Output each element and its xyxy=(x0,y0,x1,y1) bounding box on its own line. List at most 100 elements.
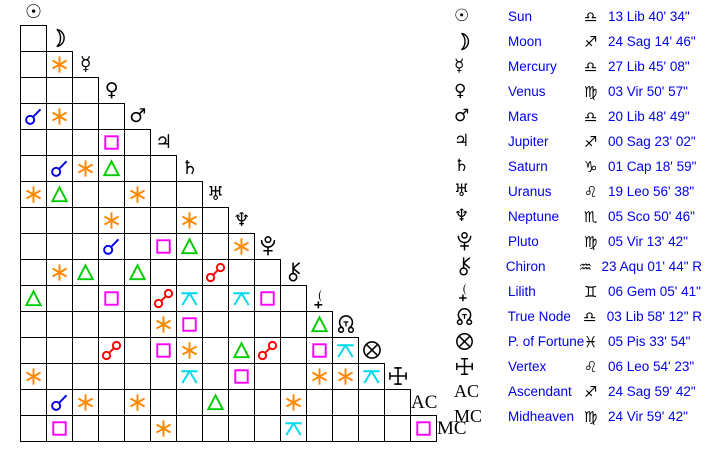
empty-cell xyxy=(333,260,359,286)
part-of-fortune-icon xyxy=(362,341,381,360)
empty-cell xyxy=(385,286,411,312)
empty-cell xyxy=(229,26,255,52)
aspect-cell-uranus-sun xyxy=(20,181,47,208)
midheaven-glyph: MC xyxy=(452,404,508,429)
grid-row-ascendant: AC xyxy=(20,389,463,416)
aspect-cell-saturn-moon xyxy=(46,155,73,182)
aspect-cell-ascendant-sun xyxy=(20,389,47,416)
aspect-cell-lilith-venus xyxy=(98,285,125,312)
aspect-cell-vertex-saturn xyxy=(176,363,203,390)
trine-icon xyxy=(206,393,225,411)
sextile-icon xyxy=(25,186,42,203)
jupiter-glyph-cell: ♃ xyxy=(151,130,177,156)
sextile-icon xyxy=(129,394,146,411)
grid-row-vertex xyxy=(20,363,463,390)
aspect-cell-midheaven-ascendant xyxy=(410,415,437,442)
aspect-cell-mars-venus xyxy=(98,103,125,130)
mercury-icon: ☿ xyxy=(79,52,92,75)
aspect-cell-jupiter-moon xyxy=(46,129,73,156)
true-node-icon xyxy=(456,308,473,326)
conjunction-icon xyxy=(25,108,42,125)
aspect-cell-lilith-chiron xyxy=(280,285,307,312)
mars-glyph-cell: ♂ xyxy=(125,104,151,130)
empty-cell xyxy=(411,156,437,182)
aspect-cell-part-of-fortune-sun xyxy=(20,337,47,364)
planet-row-moon: Moon ♐ 24 Sag 14' 46" xyxy=(452,29,702,54)
aspect-cell-neptune-saturn xyxy=(176,207,203,234)
grid-row-moon xyxy=(20,25,463,52)
grid-row-venus: ♀ xyxy=(20,77,463,104)
sextile-icon xyxy=(233,238,250,255)
quincunx-icon xyxy=(181,369,198,384)
aspect-cell-midheaven-jupiter xyxy=(150,415,177,442)
aspect-cell-vertex-neptune xyxy=(228,363,255,390)
trine-icon xyxy=(180,237,199,255)
empty-cell xyxy=(411,182,437,208)
aspect-cell-jupiter-mars xyxy=(124,129,151,156)
empty-cell xyxy=(385,234,411,260)
aspect-cell-part-of-fortune-saturn xyxy=(176,337,203,364)
sextile-icon xyxy=(181,342,198,359)
sag-sign-icon: ♐ xyxy=(584,382,598,401)
planet-row-midheaven: MC Midheaven ♍ 24 Vir 59' 42" xyxy=(452,404,702,429)
trine-icon xyxy=(102,159,121,177)
planet-row-mercury: ☿ Mercury ♎ 27 Lib 45' 08" xyxy=(452,54,702,79)
venus-glyph: ♀ xyxy=(452,79,508,104)
empty-cell xyxy=(99,52,125,78)
aspect-cell-vertex-mercury xyxy=(72,363,99,390)
empty-cell xyxy=(255,0,281,26)
empty-cell xyxy=(307,130,333,156)
ascendant-label: AC xyxy=(411,391,438,413)
empty-cell xyxy=(385,208,411,234)
aspect-cell-chiron-mercury xyxy=(72,259,99,286)
aspect-cell-saturn-mars xyxy=(124,155,151,182)
uranus-glyph: ♅ xyxy=(452,179,508,204)
empty-cell xyxy=(281,26,307,52)
aspect-cell-lilith-uranus xyxy=(202,285,229,312)
empty-cell xyxy=(333,0,359,26)
empty-cell xyxy=(177,104,203,130)
empty-cell xyxy=(359,208,385,234)
sextile-icon xyxy=(155,316,172,333)
saturn-icon: ♄ xyxy=(181,156,199,179)
empty-cell xyxy=(307,234,333,260)
empty-cell xyxy=(229,52,255,78)
vertex-icon xyxy=(388,367,407,386)
aspect-cell-uranus-moon xyxy=(46,181,73,208)
empty-cell xyxy=(255,182,281,208)
planet-row-mars: ♂ Mars ♎ 20 Lib 48' 49" xyxy=(452,104,702,129)
planet-row-neptune: ♆ Neptune ♏ 05 Sco 50' 46" xyxy=(452,204,702,229)
empty-cell xyxy=(333,234,359,260)
true-node-glyph-cell xyxy=(333,312,359,338)
mercury-icon: ☿ xyxy=(454,56,465,76)
vertex-icon xyxy=(456,358,473,375)
aspect-cell-vertex-true-node xyxy=(332,363,359,390)
square-icon xyxy=(156,239,171,254)
saturn-glyph: ♄ xyxy=(452,154,508,179)
aspect-cell-true-node-sun xyxy=(20,311,47,338)
empty-cell xyxy=(151,52,177,78)
saturn-glyph-cell: ♄ xyxy=(177,156,203,182)
empty-cell xyxy=(307,26,333,52)
opposition-icon xyxy=(101,340,122,361)
aspect-cell-ascendant-lilith xyxy=(306,389,333,416)
mars-glyph: ♂ xyxy=(452,104,508,129)
uranus-glyph-cell: ♅ xyxy=(203,182,229,208)
aspect-cell-venus-mercury xyxy=(72,77,99,104)
planet-position-table: ☉ Sun ♎ 13 Lib 40' 34" Moon ♐ 24 Sag 14' 46" ☿ M… xyxy=(452,4,702,429)
aspect-cell-chiron-jupiter xyxy=(150,259,177,286)
planet-name: Jupiter xyxy=(508,134,549,149)
empty-cell xyxy=(411,130,437,156)
aspect-cell-midheaven-part-of-fortune xyxy=(358,415,385,442)
gem-sign-icon: ♊ xyxy=(584,282,598,301)
planet-position: 05 Vir 13' 42" xyxy=(608,234,688,249)
aspect-cell-midheaven-venus xyxy=(98,415,125,442)
empty-cell xyxy=(151,26,177,52)
aspect-cell-ascendant-venus xyxy=(98,389,125,416)
aspect-cell-true-node-neptune xyxy=(228,311,255,338)
midheaven-glyph-cell: MC xyxy=(437,416,467,442)
empty-cell xyxy=(333,26,359,52)
empty-cell xyxy=(333,208,359,234)
empty-cell xyxy=(125,52,151,78)
moon-glyph-cell xyxy=(47,26,73,52)
